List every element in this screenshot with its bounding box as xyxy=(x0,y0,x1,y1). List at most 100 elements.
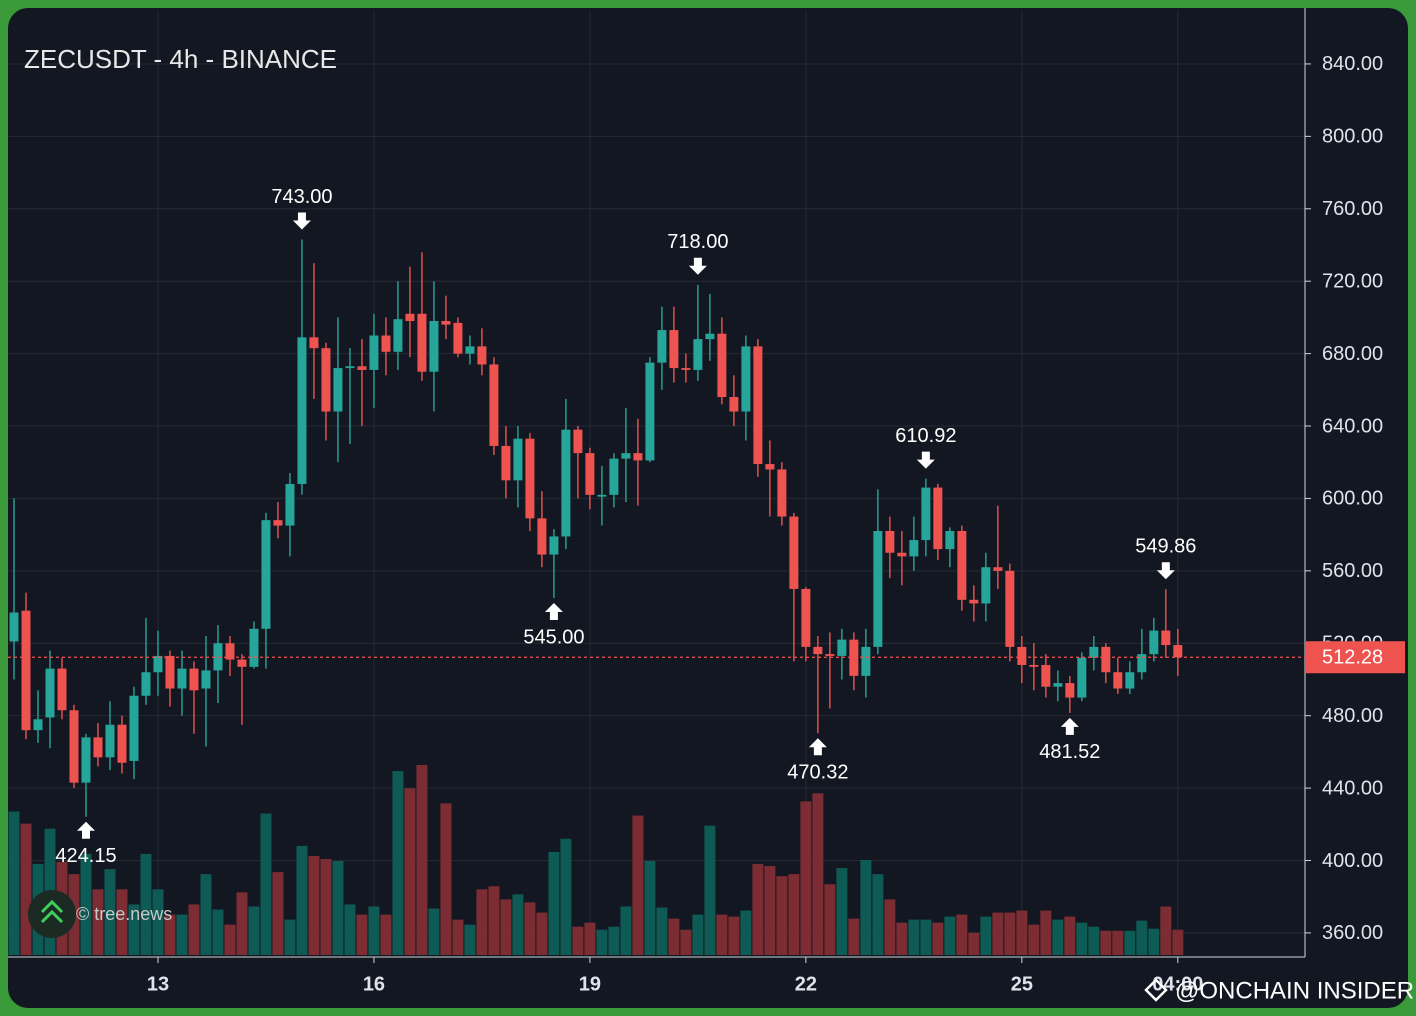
candle-body xyxy=(453,322,463,354)
candle-body xyxy=(897,552,907,557)
volume-bar xyxy=(512,894,524,955)
volume-bar xyxy=(320,858,332,955)
y-tick-label: 560.00 xyxy=(1322,560,1383,582)
volume-bar xyxy=(968,932,980,955)
candle-body xyxy=(669,330,679,369)
low-label: 424.15 xyxy=(55,845,116,867)
volume-bar xyxy=(848,918,860,955)
volume-bar xyxy=(1160,906,1172,955)
volume-bar xyxy=(1076,922,1088,955)
candle-body xyxy=(885,531,895,553)
high-label: 610.92 xyxy=(895,425,956,447)
volume-bar xyxy=(524,902,536,955)
candle-body xyxy=(1065,683,1075,698)
volume-bar xyxy=(392,771,404,955)
volume-bar xyxy=(800,801,812,955)
candle-body xyxy=(429,321,439,372)
candle-body xyxy=(69,710,79,783)
candle-layer xyxy=(9,239,1183,817)
volume-bar xyxy=(128,904,140,955)
candle-body xyxy=(165,655,175,689)
candle-body xyxy=(837,639,847,656)
volume-bar xyxy=(824,884,836,955)
volume-bar xyxy=(608,926,620,955)
high-label: 743.00 xyxy=(271,186,332,208)
candle-body xyxy=(981,567,991,604)
volume-bar xyxy=(8,811,20,955)
candle-body xyxy=(729,397,739,412)
candle-body xyxy=(681,368,691,370)
volume-bar xyxy=(428,908,440,955)
volume-bar xyxy=(1052,919,1064,955)
volume-bar xyxy=(836,868,848,955)
candle-body xyxy=(921,487,931,541)
x-tick-label: 16 xyxy=(363,973,385,995)
volume-bar xyxy=(896,922,908,955)
y-tick-label: 640.00 xyxy=(1322,415,1383,437)
volume-bar xyxy=(548,851,560,955)
y-tick-label: 400.00 xyxy=(1322,850,1383,872)
volume-bar xyxy=(704,825,716,955)
volume-bar xyxy=(380,914,392,955)
candle-body xyxy=(177,668,187,689)
last-price-badge xyxy=(1305,641,1405,674)
candle-body xyxy=(261,520,271,629)
candle-body xyxy=(717,333,727,398)
volume-bar xyxy=(1028,924,1040,955)
candle-body xyxy=(849,639,859,676)
candle-body xyxy=(465,346,475,354)
candle-body xyxy=(393,319,403,352)
volume-bar xyxy=(1040,910,1052,955)
volume-bar xyxy=(188,904,200,955)
volume-bar xyxy=(212,909,224,955)
candle-body xyxy=(417,313,427,372)
candle-body xyxy=(441,321,451,325)
volume-bar xyxy=(416,765,428,955)
grid xyxy=(8,10,1305,955)
low-arrow xyxy=(808,738,827,756)
candle-body xyxy=(1161,630,1171,646)
volume-bar xyxy=(260,813,272,955)
candle-body xyxy=(993,567,1003,571)
candle-body xyxy=(9,612,19,642)
volume-bar xyxy=(476,889,488,955)
volume-bar xyxy=(284,919,296,955)
volume-bar xyxy=(200,874,212,955)
volume-bar xyxy=(656,907,668,955)
y-tick-label: 440.00 xyxy=(1322,777,1383,799)
high-arrow xyxy=(292,212,311,230)
candle-body xyxy=(333,368,343,412)
candle-body xyxy=(513,438,523,481)
volume-bar xyxy=(1148,928,1160,955)
candle-body xyxy=(33,719,43,731)
candle-body xyxy=(1137,654,1147,673)
volume-bar xyxy=(776,876,788,955)
volume-bar xyxy=(1004,912,1016,955)
volume-bar xyxy=(920,919,932,955)
y-tick-label: 680.00 xyxy=(1322,343,1383,365)
candle-body xyxy=(753,346,763,465)
volume-bar xyxy=(1016,910,1028,955)
volume-bar xyxy=(572,926,584,955)
volume-bar xyxy=(272,872,284,955)
candle-body xyxy=(273,520,283,526)
chart-title: ZECUSDT - 4h - BINANCE xyxy=(24,44,337,74)
volume-bar xyxy=(752,864,764,955)
volume-bar xyxy=(1100,930,1112,955)
panel xyxy=(8,8,1408,1008)
candle-body xyxy=(357,366,367,370)
volume-bar xyxy=(1124,930,1136,955)
volume-bar xyxy=(668,918,680,955)
candle-body xyxy=(501,445,511,481)
candle-body xyxy=(645,362,655,461)
volume-bar xyxy=(308,855,320,955)
volume-bar xyxy=(1064,916,1076,955)
volume-bar xyxy=(332,861,344,955)
low-arrow xyxy=(76,821,95,839)
volume-bar xyxy=(992,912,1004,955)
volume-bar xyxy=(164,914,176,955)
candle-body xyxy=(81,737,91,783)
y-tick-label: 760.00 xyxy=(1322,198,1383,220)
